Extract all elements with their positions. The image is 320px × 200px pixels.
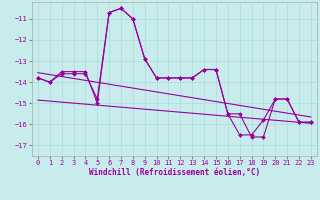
X-axis label: Windchill (Refroidissement éolien,°C): Windchill (Refroidissement éolien,°C) — [89, 168, 260, 177]
